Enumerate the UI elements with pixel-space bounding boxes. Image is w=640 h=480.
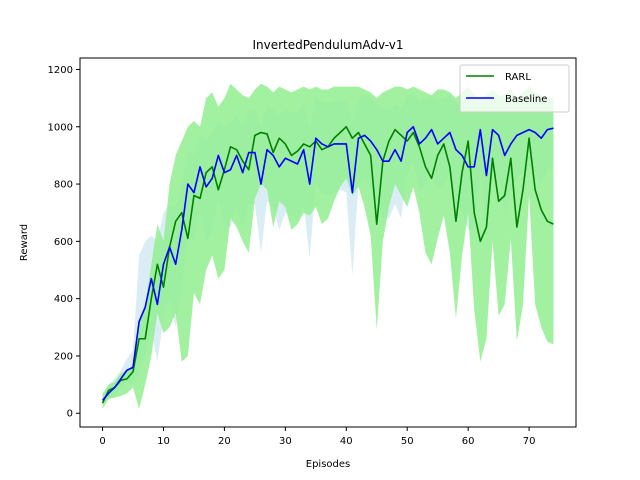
x-axis-ticks: 0 10 20 30 40 50 60 70: [99, 427, 535, 447]
y-axis-label: Reward: [19, 224, 30, 261]
x-axis-label: Episodes: [306, 459, 350, 470]
legend: RARL Baseline: [459, 64, 570, 113]
x-tick-label: 20: [218, 436, 231, 447]
line-baseline: [101, 125, 554, 401]
legend-label-baseline: Baseline: [505, 94, 547, 105]
y-tick-label: 0: [67, 409, 73, 420]
y-axis-ticks: 0 200 400 600 800 1000 1200: [48, 65, 80, 420]
legend-label-rarl: RARL: [505, 72, 531, 83]
x-tick-label: 0: [99, 436, 105, 447]
x-tick-label: 70: [523, 436, 536, 447]
x-tick-label: 50: [401, 436, 414, 447]
y-tick-label: 1200: [48, 65, 73, 76]
y-tick-label: 200: [54, 351, 73, 362]
y-tick-label: 800: [54, 180, 73, 191]
series-lines: [101, 125, 554, 404]
y-tick-label: 400: [54, 294, 73, 305]
x-tick-label: 60: [462, 436, 475, 447]
x-tick-label: 30: [279, 436, 292, 447]
axes-frame: [79, 57, 577, 428]
x-tick-label: 10: [157, 436, 170, 447]
x-tick-label: 40: [340, 436, 353, 447]
chart-title: InvertedPendulumAdv-v1: [252, 38, 403, 52]
y-tick-label: 1000: [48, 122, 73, 133]
plot-area: [79, 57, 577, 428]
y-tick-label: 600: [54, 237, 73, 248]
